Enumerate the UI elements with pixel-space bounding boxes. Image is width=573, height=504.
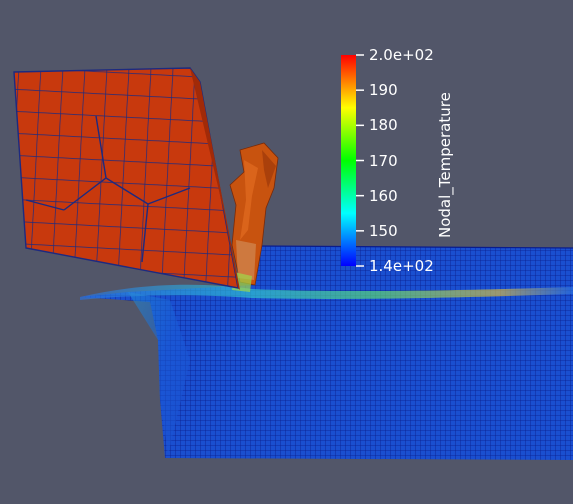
workpiece-mesh [80, 245, 573, 460]
colorbar-tick-label: 2.0e+02 [369, 46, 434, 64]
colorbar-tick-label: 180 [369, 116, 398, 135]
colorbar-tick-label: 160 [369, 186, 398, 205]
cutting-tool-mesh [13, 67, 240, 290]
colorbar-tick-label: 150 [369, 221, 398, 240]
colorbar-title: Nodal_Temperature [436, 92, 454, 238]
colorbar-gradient [341, 55, 356, 266]
colorbar-tick-label: 170 [369, 151, 398, 170]
colorbar-tick-label: 190 [369, 81, 398, 100]
colorbar-tick-label: 1.4e+02 [369, 257, 434, 275]
